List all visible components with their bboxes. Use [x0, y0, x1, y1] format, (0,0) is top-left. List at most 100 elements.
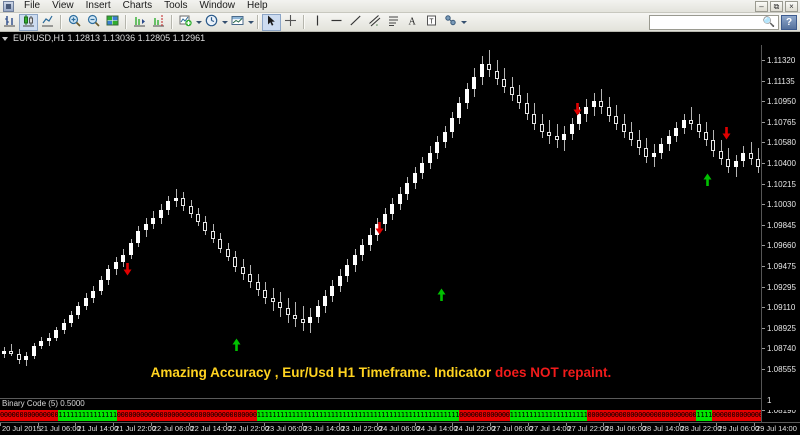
period-button[interactable]: [202, 14, 221, 31]
binary-bit: 0: [680, 410, 685, 421]
text-button[interactable]: A: [403, 14, 422, 31]
candle-body-bullish: [449, 117, 455, 133]
binary-bit: 0: [595, 410, 600, 421]
binary-bit: 1: [62, 410, 67, 421]
candle-body-bullish: [113, 262, 119, 270]
chart-shift-button[interactable]: [149, 14, 168, 31]
chevron-down-icon[interactable]: [221, 14, 228, 31]
price-axis[interactable]: 1.11320 1.11135 1.10950 1.10765 1.10580 1.104…: [762, 45, 800, 423]
fibonacci-button[interactable]: [384, 14, 403, 31]
vertical-line-button[interactable]: [308, 14, 327, 31]
binary-bit: 0: [116, 410, 121, 421]
candle-body-bearish: [300, 318, 306, 323]
candle-body-bullish: [681, 119, 687, 128]
candle-body-bullish: [150, 218, 156, 225]
crosshair-button[interactable]: [281, 14, 300, 31]
binary-bit: 0: [466, 410, 471, 421]
candle-body-bullish: [673, 127, 679, 137]
menu-item-charts[interactable]: Charts: [122, 0, 153, 11]
cursor-button[interactable]: [262, 13, 281, 31]
trendline-button[interactable]: [346, 14, 365, 31]
chevron-down-icon[interactable]: [460, 14, 467, 31]
binary-bit: 0: [669, 410, 674, 421]
menu-item-file[interactable]: File: [24, 0, 41, 11]
zoom-in-button[interactable]: [65, 14, 84, 31]
restore-button[interactable]: ⧉: [770, 1, 783, 12]
template-icon: [231, 14, 244, 30]
chart-plot-area[interactable]: Amazing Accuracy , Eur/Usd H1 Timeframe.…: [0, 45, 762, 423]
auto-scroll-icon: [133, 14, 146, 30]
candle-body-bullish: [120, 255, 126, 263]
time-tick-label: 27 Jul 06:00: [492, 424, 533, 433]
minimize-button[interactable]: –: [755, 1, 768, 12]
binary-bit: 1: [525, 410, 530, 421]
binary-bit: 1: [381, 410, 386, 421]
binary-bit: 1: [439, 410, 444, 421]
binary-bit: 1: [451, 410, 456, 421]
candle-body-bullish: [143, 224, 149, 231]
menu-item-insert[interactable]: Insert: [85, 0, 111, 11]
binary-bit: 0: [171, 410, 176, 421]
help-button[interactable]: ?: [781, 14, 797, 30]
binary-bit: 0: [210, 410, 214, 421]
time-tick-label: 23 Jul 14:00: [303, 424, 345, 433]
candle-body-bearish: [240, 267, 246, 274]
binary-bit: 0: [462, 410, 467, 421]
triangle-down-icon[interactable]: [2, 36, 8, 41]
binary-bit: 0: [494, 410, 498, 421]
chart-banner-text: Amazing Accuracy , Eur/Usd H1 Timeframe.…: [0, 365, 761, 380]
text-label-button[interactable]: T: [422, 14, 441, 31]
menu-item-view[interactable]: View: [52, 0, 74, 11]
candle-body-bullish: [352, 255, 358, 266]
binary-bit: 1: [85, 410, 90, 421]
trendline-icon: [349, 14, 362, 30]
time-tick-label: 28 Jul 06:00: [605, 424, 647, 433]
line-chart-button[interactable]: [38, 14, 57, 31]
close-button[interactable]: ×: [785, 1, 798, 12]
horizontal-line-button[interactable]: [327, 14, 346, 31]
candle-body-bearish: [188, 205, 194, 215]
sell-arrow: [573, 103, 582, 116]
chevron-down-icon[interactable]: [247, 14, 254, 31]
time-axis[interactable]: 20 Jul 2015 21 Jul 06:00 21 Jul 14:00 21 Ju…: [0, 422, 800, 435]
templates-button[interactable]: [228, 14, 247, 31]
binary-bit: 1: [338, 410, 343, 421]
candle-body-bearish: [598, 101, 604, 108]
candle-body-bearish: [755, 158, 761, 167]
binary-bit: 1: [575, 410, 580, 421]
candle-body-bullish: [1, 350, 7, 354]
binary-bit: 1: [105, 410, 109, 421]
price-tick-label: 1.08555: [767, 365, 796, 374]
binary-bit: 0: [182, 410, 187, 421]
text-label-icon: T: [425, 14, 438, 30]
binary-bit: 1: [280, 410, 285, 421]
binary-bit: 0: [634, 410, 639, 421]
binary-bit: 0: [42, 410, 47, 421]
arrows-button[interactable]: [441, 14, 460, 31]
price-tick-mark: [762, 101, 765, 103]
menu-item-help[interactable]: Help: [247, 0, 268, 11]
binary-bit: 1: [112, 410, 117, 421]
time-tick-mark: [301, 423, 303, 426]
candlestick-chart-button[interactable]: [19, 13, 38, 31]
binary-bit: 0: [143, 410, 148, 421]
auto-scroll-button[interactable]: [130, 14, 149, 31]
binary-bit: 1: [272, 410, 277, 421]
time-tick-label: 21 Jul 06:00: [39, 424, 81, 433]
binary-bit: 0: [692, 410, 697, 421]
chevron-down-icon[interactable]: [195, 14, 202, 31]
zoom-out-button[interactable]: [84, 14, 103, 31]
indicators-button[interactable]: [176, 14, 195, 31]
zoom-in-icon: [68, 14, 81, 30]
binary-bit: 0: [0, 410, 4, 421]
menu-item-tools[interactable]: Tools: [164, 0, 188, 11]
search-input[interactable]: 🔍: [649, 14, 779, 30]
candle-body-bullish: [733, 160, 739, 167]
candle-body-bullish: [90, 291, 96, 299]
equidistant-channel-button[interactable]: c: [365, 14, 384, 31]
binary-bit: 1: [431, 410, 436, 421]
tile-windows-button[interactable]: [103, 14, 122, 31]
menu-item-window[interactable]: Window: [199, 0, 236, 11]
bar-chart-button[interactable]: [0, 14, 19, 31]
subwindow-divider[interactable]: [0, 398, 761, 399]
